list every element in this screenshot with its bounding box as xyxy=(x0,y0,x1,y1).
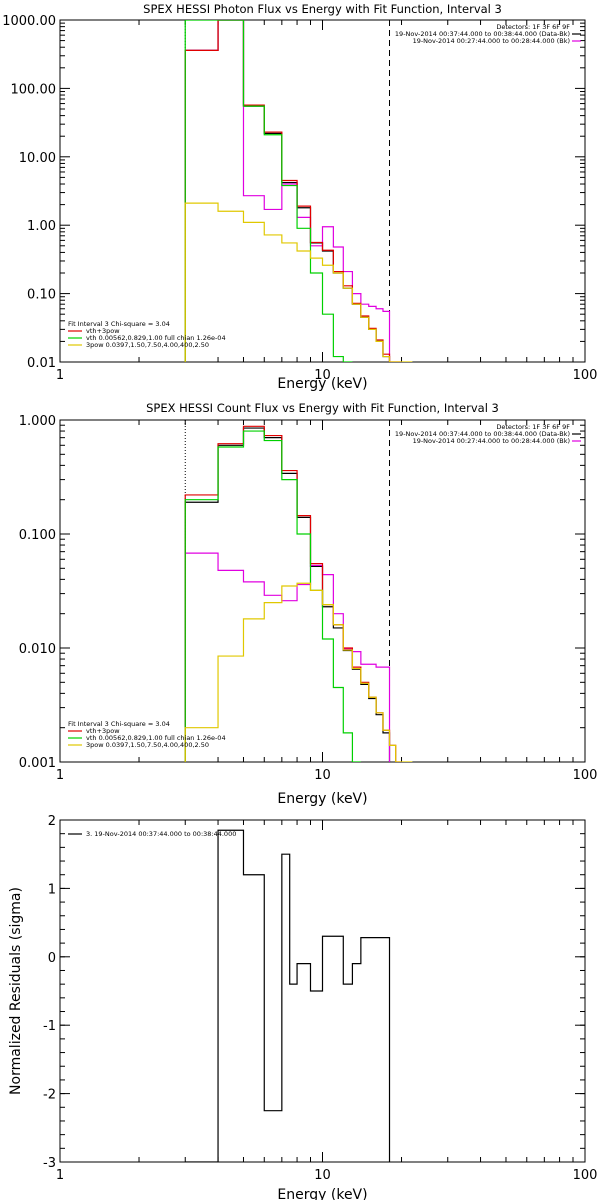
legend-line: vth 0.00562,0.829,1.00 full chian 1.26e-… xyxy=(86,734,226,742)
y-tick-label: -2 xyxy=(43,1088,56,1103)
info-line: Detectors: 1F 3F 6F 9F xyxy=(496,423,570,431)
y-tick-label: 1.00 xyxy=(27,219,56,234)
x-tick-label: 10 xyxy=(314,368,331,383)
y-tick-label: 1 xyxy=(48,882,56,897)
x-tick-label: 1 xyxy=(56,1168,64,1183)
series-1-line xyxy=(184,552,391,762)
series-1-line xyxy=(184,20,391,362)
legend-line: Fit Interval 3 Chi-square = 3.04 xyxy=(68,320,170,328)
data-series-group xyxy=(184,425,413,762)
y-axis-label: Normalized Residuals (sigma) xyxy=(8,887,24,1095)
legend-line: 3pow 0.0397,1.50,7.50,4.00,400,2.50 xyxy=(86,741,209,749)
data-series-group xyxy=(184,20,413,362)
y-tick-label: -3 xyxy=(43,1156,56,1171)
series-3-line xyxy=(184,20,353,362)
series-0-line xyxy=(184,20,391,362)
legend-line: 3pow 0.0397,1.50,7.50,4.00,400,2.50 xyxy=(86,341,209,349)
x-tick-label: 10 xyxy=(314,1168,331,1183)
y-tick-label: 10.00 xyxy=(19,151,56,166)
info-line: Detectors: 1F 3F 6F 9F xyxy=(496,23,570,31)
series-4-line xyxy=(184,582,413,762)
y-tick-label: 2 xyxy=(48,814,56,829)
y-tick-label: 0.10 xyxy=(27,288,56,303)
series-4-line xyxy=(184,202,413,362)
x-tick-label: 10 xyxy=(314,768,331,783)
y-tick-label: 0.100 xyxy=(19,528,56,543)
x-tick-label: 100 xyxy=(573,768,598,783)
chart-title: SPEX HESSI Count Flux vs Energy with Fit… xyxy=(146,401,499,415)
residuals-panel: 1 10 100 -3 -2 -1 0 1 2 Energy (keV) Normalized Re… xyxy=(8,814,597,1200)
y-tick-label: 1000.00 xyxy=(2,14,56,29)
legend-line: vth+3pow xyxy=(86,327,120,335)
info-line: 19-Nov-2014 00:27:44.000 to 00:28:44.000… xyxy=(413,437,570,445)
y-tick-label: -1 xyxy=(43,1019,56,1034)
x-axis-label: Energy (keV) xyxy=(277,1187,367,1200)
y-tick-label: 1.000 xyxy=(19,414,56,429)
info-line: 19-Nov-2014 00:27:44.000 to 00:28:44.000… xyxy=(413,37,570,45)
x-axis-label: Energy (keV) xyxy=(277,791,367,807)
y-tick-label: 100.00 xyxy=(11,82,57,97)
legend-line: 3. 19-Nov-2014 00:37:44.000 to 00:38:44.… xyxy=(86,830,236,838)
series-0-line xyxy=(185,829,391,1162)
photon-flux-panel: SPEX HESSI Photon Flux vs Energy with Fi… xyxy=(2,2,597,392)
series-2-line xyxy=(184,20,402,362)
legend-line: vth+3pow xyxy=(86,727,120,735)
x-tick-label: 1 xyxy=(56,768,64,783)
y-tick-label: 0.010 xyxy=(19,642,56,657)
x-tick-label: 1 xyxy=(56,368,64,383)
count-flux-panel: SPEX HESSI Count Flux vs Energy with Fit… xyxy=(19,401,598,807)
data-series-group xyxy=(185,829,391,1162)
y-tick-label: 0.01 xyxy=(27,356,56,371)
y-tick-label: 0 xyxy=(48,951,56,966)
y-tick-label: 0.001 xyxy=(19,756,56,771)
series-0-line xyxy=(184,427,391,762)
info-line: 19-Nov-2014 00:37:44.000 to 00:38:44.000… xyxy=(395,430,570,438)
chart-title: SPEX HESSI Photon Flux vs Energy with Fi… xyxy=(143,2,502,16)
x-axis-label: Energy (keV) xyxy=(277,376,367,392)
legend-line: Fit Interval 3 Chi-square = 3.04 xyxy=(68,720,170,728)
x-tick-label: 100 xyxy=(573,368,598,383)
legend-line: vth 0.00562,0.829,1.00 full chian 1.26e-… xyxy=(86,334,226,342)
x-tick-label: 100 xyxy=(573,1168,598,1183)
series-3-line xyxy=(184,430,361,762)
info-line: 19-Nov-2014 00:37:44.000 to 00:38:44.000… xyxy=(395,30,570,38)
